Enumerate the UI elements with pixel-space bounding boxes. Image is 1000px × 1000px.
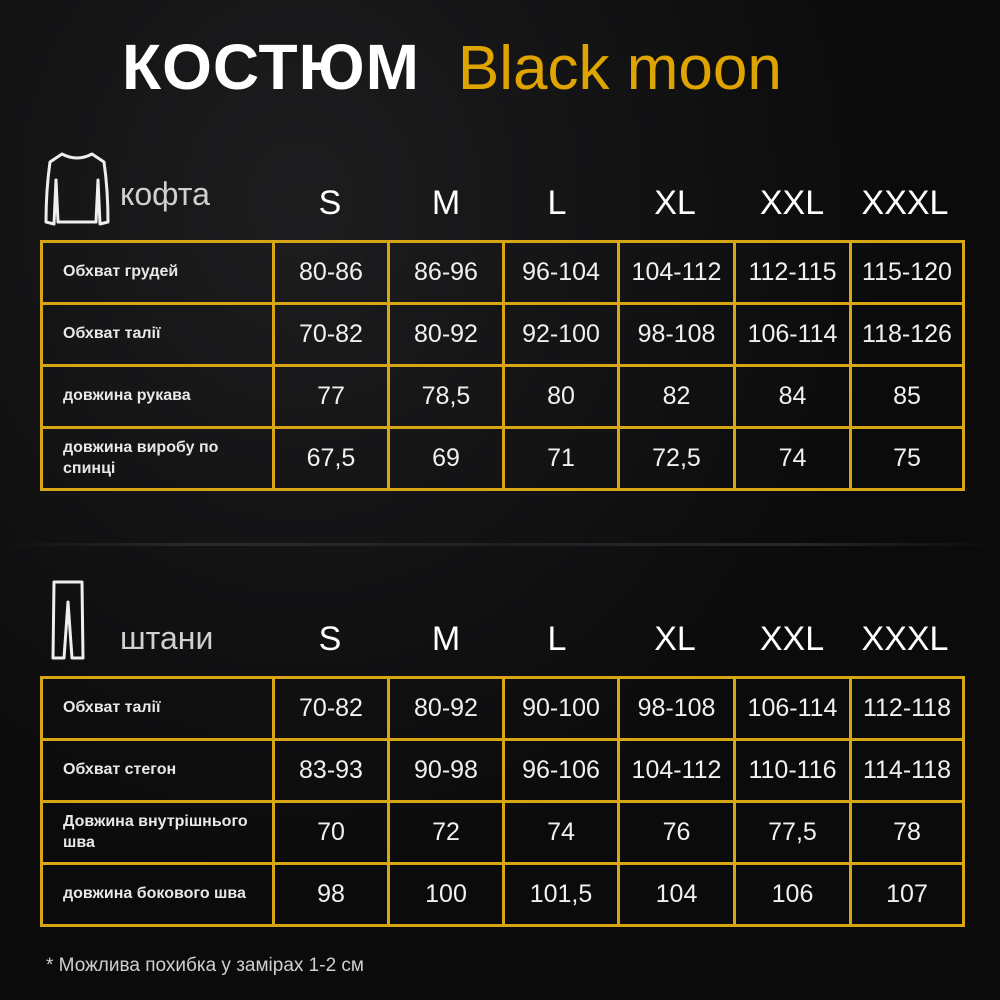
size-value-m: 90-98	[387, 738, 505, 803]
size-value-xl: 82	[617, 364, 736, 429]
table-row: Обхват грудей 80-86 86-96 96-104 104-112 112-…	[40, 240, 965, 305]
table-row: довжина бокового шва 98 100 101,5 104 106 107	[40, 862, 965, 927]
size-value-m: 78,5	[387, 364, 505, 429]
size-value-m: 80-92	[387, 676, 505, 741]
size-header-s: S	[318, 184, 342, 222]
size-value-l: 80	[502, 364, 620, 429]
row-label: Обхват стегон	[40, 738, 275, 803]
size-value-m: 72	[387, 800, 505, 865]
size-header-xxxl: XXXL	[861, 620, 949, 658]
row-label: довжина рукава	[40, 364, 275, 429]
size-value-l: 92-100	[502, 302, 620, 367]
size-value-xxxl: 114-118	[849, 738, 965, 803]
size-header-m: M	[431, 620, 461, 658]
table-row: Обхват талії 70-82 80-92 92-100 98-108 106-11…	[40, 302, 965, 367]
top-size-table: Обхват грудей 80-86 86-96 96-104 104-112 112-…	[40, 240, 965, 491]
table-row: довжина виробу по спинці 67,5 69 71 72,5 74 75	[40, 426, 965, 491]
bottom-section-header: штани S M L XL XXL XXXL	[0, 580, 1000, 660]
size-value-m: 100	[387, 862, 505, 927]
size-value-xl: 98-108	[617, 302, 736, 367]
row-label: Обхват талії	[40, 302, 275, 367]
title-brand: Black moon	[457, 34, 782, 103]
row-label: Обхват грудей	[40, 240, 275, 305]
size-value-xxxl: 107	[849, 862, 965, 927]
size-value-l: 101,5	[502, 862, 620, 927]
size-value-m: 69	[387, 426, 505, 491]
size-value-xxl: 106-114	[733, 302, 852, 367]
size-value-s: 70	[272, 800, 390, 865]
size-value-l: 74	[502, 800, 620, 865]
row-label: довжина бокового шва	[40, 862, 275, 927]
bottom-size-table: Обхват талії 70-82 80-92 90-100 98-108 106-11…	[40, 676, 965, 927]
top-section-header: кофта S M L XL XXL XXXL	[0, 150, 1000, 226]
size-value-s: 98	[272, 862, 390, 927]
size-value-xl: 104-112	[617, 738, 736, 803]
size-value-xxxl: 78	[849, 800, 965, 865]
row-label: довжина виробу по спинці	[40, 426, 275, 491]
measurement-note: * Можлива похибка у замірах 1-2 см	[46, 955, 364, 976]
size-value-xxl: 112-115	[733, 240, 852, 305]
size-value-xl: 76	[617, 800, 736, 865]
size-value-s: 67,5	[272, 426, 390, 491]
size-header-m: M	[431, 184, 461, 222]
size-value-xxl: 77,5	[733, 800, 852, 865]
size-value-xl: 104	[617, 862, 736, 927]
size-value-xl: 104-112	[617, 240, 736, 305]
size-value-l: 96-106	[502, 738, 620, 803]
size-value-xxl: 84	[733, 364, 852, 429]
size-value-xxl: 74	[733, 426, 852, 491]
table-row: Довжина внутрішнього шва 70 72 74 76 77,5 78	[40, 800, 965, 865]
size-value-m: 86-96	[387, 240, 505, 305]
title-main: КОСТЮМ	[122, 31, 420, 103]
bottom-section-label: штани	[120, 620, 214, 656]
size-value-xxxl: 118-126	[849, 302, 965, 367]
page-title: КОСТЮМ Black moon	[122, 30, 782, 104]
size-value-xxxl: 115-120	[849, 240, 965, 305]
size-header-xl: XL	[654, 184, 696, 222]
sweater-icon	[44, 152, 110, 226]
table-row: Обхват стегон 83-93 90-98 96-106 104-112 110-…	[40, 738, 965, 803]
paper-crease	[0, 543, 1000, 546]
size-value-s: 83-93	[272, 738, 390, 803]
size-value-xxxl: 75	[849, 426, 965, 491]
size-value-xxl: 106	[733, 862, 852, 927]
size-value-s: 77	[272, 364, 390, 429]
row-label: Обхват талії	[40, 676, 275, 741]
size-value-m: 80-92	[387, 302, 505, 367]
size-header-s: S	[318, 620, 342, 658]
size-value-l: 96-104	[502, 240, 620, 305]
size-value-s: 70-82	[272, 676, 390, 741]
size-header-l: L	[547, 620, 567, 658]
size-value-s: 80-86	[272, 240, 390, 305]
size-header-xxl: XXL	[759, 184, 825, 222]
size-header-xxl: XXL	[759, 620, 825, 658]
size-value-xxxl: 112-118	[849, 676, 965, 741]
size-header-xl: XL	[654, 620, 696, 658]
size-value-xxl: 110-116	[733, 738, 852, 803]
size-value-l: 90-100	[502, 676, 620, 741]
pants-icon	[51, 580, 85, 660]
size-value-xxl: 106-114	[733, 676, 852, 741]
size-header-l: L	[547, 184, 567, 222]
size-value-l: 71	[502, 426, 620, 491]
size-header-xxxl: XXXL	[861, 184, 949, 222]
table-row: довжина рукава 77 78,5 80 82 84 85	[40, 364, 965, 429]
size-value-xl: 98-108	[617, 676, 736, 741]
size-value-s: 70-82	[272, 302, 390, 367]
top-section-label: кофта	[120, 176, 210, 212]
table-row: Обхват талії 70-82 80-92 90-100 98-108 106-11…	[40, 676, 965, 741]
size-value-xxxl: 85	[849, 364, 965, 429]
row-label: Довжина внутрішнього шва	[40, 800, 275, 865]
size-value-xl: 72,5	[617, 426, 736, 491]
